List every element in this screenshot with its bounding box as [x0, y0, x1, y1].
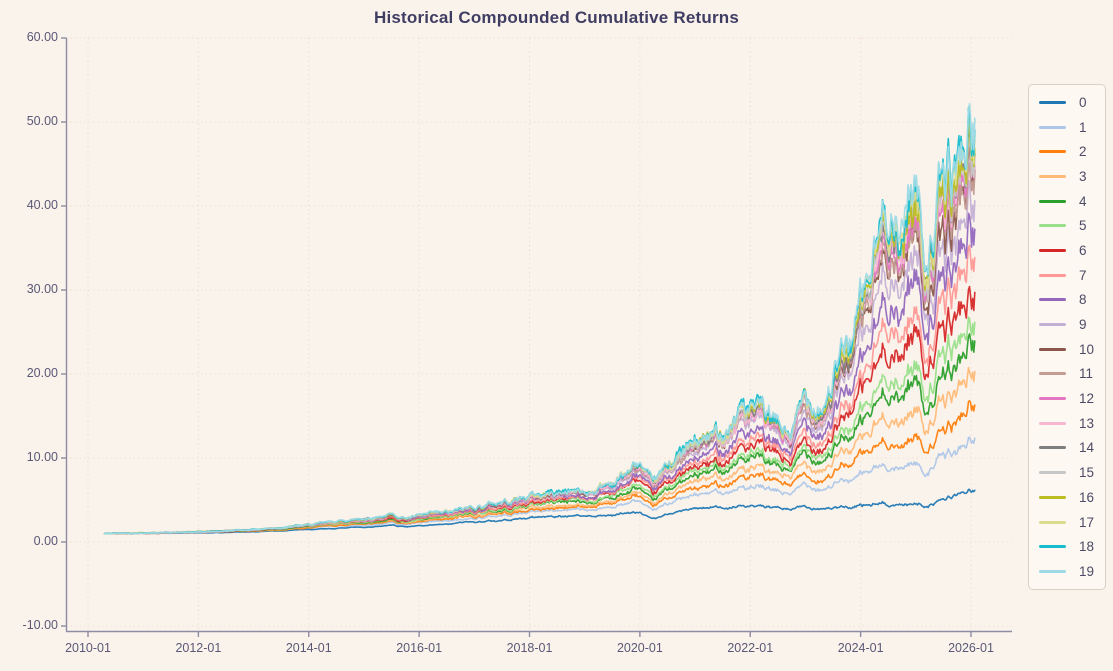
- legend-label: 18: [1079, 539, 1095, 555]
- legend-label: 9: [1079, 317, 1087, 333]
- legend-item-17[interactable]: 17: [1029, 515, 1105, 530]
- legend-item-19[interactable]: 19: [1029, 564, 1105, 579]
- x-tick-label: 2022-01: [727, 641, 774, 655]
- legend-label: 2: [1079, 144, 1087, 160]
- legend-item-12[interactable]: 12: [1029, 391, 1105, 406]
- series-line-10: [103, 143, 976, 535]
- gridlines: [66, 37, 1012, 631]
- legend-item-18[interactable]: 18: [1029, 539, 1105, 554]
- chart-title: Historical Compounded Cumulative Returns: [373, 8, 740, 27]
- y-tick-label: 30.00: [26, 282, 58, 296]
- series-line-7: [103, 244, 976, 535]
- legend-swatch-icon: [1039, 298, 1066, 302]
- series-line-12: [103, 133, 976, 535]
- y-tick-label: 20.00: [26, 366, 58, 380]
- legend-item-9[interactable]: 9: [1029, 317, 1105, 332]
- legend-item-6[interactable]: 6: [1029, 243, 1105, 258]
- legend-label: 12: [1079, 391, 1095, 407]
- legend-label: 13: [1079, 415, 1095, 431]
- legend-label: 14: [1079, 440, 1095, 456]
- legend-swatch-icon: [1039, 520, 1066, 524]
- legend-swatch-icon: [1039, 248, 1066, 252]
- y-tick-label: 0.00: [33, 534, 58, 548]
- legend-label: 6: [1079, 242, 1087, 258]
- legend-swatch-icon: [1039, 150, 1066, 154]
- legend-label: 11: [1079, 366, 1094, 382]
- y-tick-label: 10.00: [26, 450, 58, 464]
- legend-label: 10: [1079, 341, 1095, 357]
- legend-swatch-icon: [1039, 174, 1066, 178]
- x-tick-label: 2016-01: [396, 641, 443, 655]
- legend-swatch-icon: [1039, 569, 1066, 573]
- legend-item-4[interactable]: 4: [1029, 194, 1105, 209]
- legend-swatch-icon: [1039, 372, 1066, 376]
- legend-swatch-icon: [1039, 446, 1066, 450]
- legend-swatch-icon: [1039, 100, 1066, 104]
- legend-swatch-icon: [1039, 397, 1066, 401]
- legend-label: 16: [1079, 489, 1095, 505]
- x-tick-label: 2012-01: [175, 641, 222, 655]
- legend-label: 15: [1079, 465, 1095, 481]
- series-line-18: [103, 106, 976, 535]
- x-tick-label: 2024-01: [837, 641, 884, 655]
- legend-label: 19: [1079, 563, 1095, 579]
- legend-item-8[interactable]: 8: [1029, 292, 1105, 307]
- x-tick-label: 2018-01: [506, 641, 553, 655]
- legend-item-13[interactable]: 13: [1029, 416, 1105, 431]
- x-tick-label: 2020-01: [616, 641, 663, 655]
- legend-item-10[interactable]: 10: [1029, 342, 1105, 357]
- legend-item-7[interactable]: 7: [1029, 268, 1105, 283]
- series-line-17: [103, 114, 976, 535]
- legend-label: 0: [1079, 94, 1087, 110]
- legend-swatch-icon: [1039, 199, 1066, 203]
- axis-spines: [61, 37, 1012, 637]
- legend-swatch-icon: [1039, 471, 1066, 475]
- legend-label: 17: [1079, 514, 1095, 530]
- legend-item-16[interactable]: 16: [1029, 490, 1105, 505]
- legend-swatch-icon: [1039, 224, 1066, 228]
- x-tick-label: 2010-01: [65, 641, 111, 655]
- x-tick-label: 2026-01: [948, 641, 994, 655]
- legend-swatch-icon: [1039, 495, 1066, 499]
- legend-swatch-icon: [1039, 125, 1066, 129]
- legend-swatch-icon: [1039, 323, 1066, 327]
- series-line-16: [103, 124, 976, 535]
- y-tick-label: 50.00: [26, 114, 58, 128]
- x-tick-label: 2014-01: [285, 641, 332, 655]
- series-line-15: [103, 136, 976, 535]
- series-line-19: [103, 103, 976, 535]
- legend-label: 3: [1079, 168, 1087, 184]
- legend-item-5[interactable]: 5: [1029, 218, 1105, 233]
- legend-swatch-icon: [1039, 347, 1066, 351]
- legend-label: 8: [1079, 292, 1087, 308]
- legend-item-0[interactable]: 0: [1029, 95, 1105, 110]
- legend-label: 7: [1079, 267, 1087, 283]
- legend: 0 1 2 3 4 5 6 7 8 9 10 11 12 13 14 15 16 17 18 19: [1028, 84, 1106, 590]
- legend-label: 5: [1079, 218, 1087, 234]
- legend-label: 4: [1079, 193, 1087, 209]
- y-tick-label: 40.00: [26, 198, 58, 212]
- legend-item-1[interactable]: 1: [1029, 120, 1105, 135]
- legend-item-14[interactable]: 14: [1029, 440, 1105, 455]
- y-tick-label: 60.00: [26, 30, 58, 44]
- legend-item-2[interactable]: 2: [1029, 144, 1105, 159]
- legend-label: 1: [1079, 119, 1087, 135]
- legend-item-11[interactable]: 11: [1029, 366, 1105, 381]
- legend-swatch-icon: [1039, 421, 1066, 425]
- series-line-14: [103, 127, 976, 535]
- legend-item-15[interactable]: 15: [1029, 465, 1105, 480]
- series-line-13: [103, 131, 976, 535]
- legend-item-3[interactable]: 3: [1029, 169, 1105, 184]
- legend-swatch-icon: [1039, 545, 1066, 549]
- legend-swatch-icon: [1039, 273, 1066, 277]
- y-tick-label: -10.00: [22, 618, 58, 632]
